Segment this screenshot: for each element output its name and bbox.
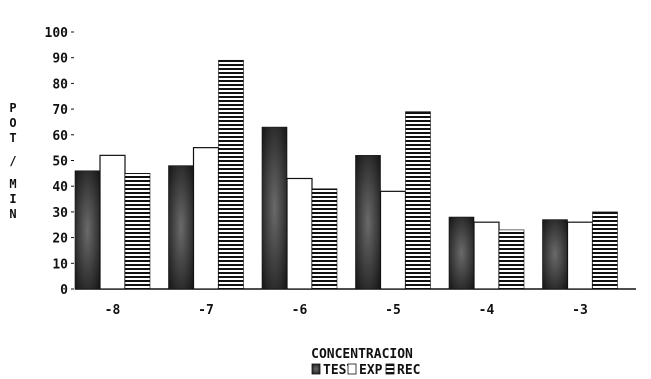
x-axis-ticks: -8 -7 -6 -5 -4 -3	[105, 303, 588, 318]
y-axis-label-char: M	[9, 177, 16, 191]
bar-exp--8	[99, 154, 126, 290]
bar-test--8	[74, 170, 101, 290]
x-tick-label: -4	[479, 303, 495, 318]
bars-group	[74, 59, 618, 290]
legend: TEST EXP REC	[311, 363, 420, 378]
y-axis-label-char: T	[9, 131, 16, 145]
y-tick-label: 20	[52, 232, 68, 247]
x-tick-label: -8	[105, 303, 121, 318]
legend-label-test: TEST	[323, 363, 354, 378]
x-tick-label: -7	[198, 303, 214, 318]
y-axis-label-char: N	[9, 207, 16, 221]
legend-label-exp: EXP	[359, 363, 383, 378]
legend-swatch-exp	[347, 363, 357, 375]
bar-rec--7	[218, 59, 244, 290]
y-tick-label: 60	[52, 129, 68, 144]
bar-test--5	[355, 155, 381, 290]
bar-rec--6	[311, 188, 338, 290]
bar-rec--5	[405, 111, 431, 290]
x-tick-label: -3	[572, 303, 588, 318]
bar-test--4	[448, 216, 475, 290]
y-tick-label: 0	[60, 283, 68, 298]
y-axis-label-char: /	[9, 154, 16, 168]
bar-rec--3	[592, 211, 618, 290]
y-tick-label: 50	[52, 155, 68, 170]
y-axis-label-char: O	[9, 116, 16, 130]
x-tick-label: -5	[385, 303, 401, 318]
bar-exp--3	[566, 221, 594, 290]
bar-test--3	[542, 219, 568, 290]
legend-label-rec: REC	[397, 363, 420, 378]
x-axis-label: CONCENTRACION	[311, 347, 413, 362]
y-tick-label: 100	[45, 26, 69, 41]
y-axis-label-char: I	[9, 192, 16, 206]
y-tick-label: 10	[52, 257, 68, 272]
bar-rec--4	[498, 229, 525, 290]
bar-test--7	[168, 165, 194, 290]
bar-test--6	[261, 126, 288, 290]
bar-exp--6	[286, 177, 313, 290]
y-tick-label: 40	[52, 180, 68, 195]
y-tick-label: 90	[52, 52, 68, 67]
bar-exp--7	[192, 147, 220, 290]
bar-exp--4	[473, 221, 500, 290]
legend-swatch-test	[311, 363, 321, 375]
y-tick-label: 80	[52, 77, 68, 92]
x-tick-label: -6	[292, 303, 308, 318]
y-axis-label-char: P	[9, 101, 16, 115]
legend-swatch-rec	[385, 363, 395, 375]
bar-rec--8	[124, 173, 151, 290]
y-tick-label: 30	[52, 206, 68, 221]
bar-exp--5	[379, 190, 407, 290]
y-tick-label: 70	[52, 103, 68, 118]
y-axis-label: POT / MIN	[9, 101, 16, 221]
